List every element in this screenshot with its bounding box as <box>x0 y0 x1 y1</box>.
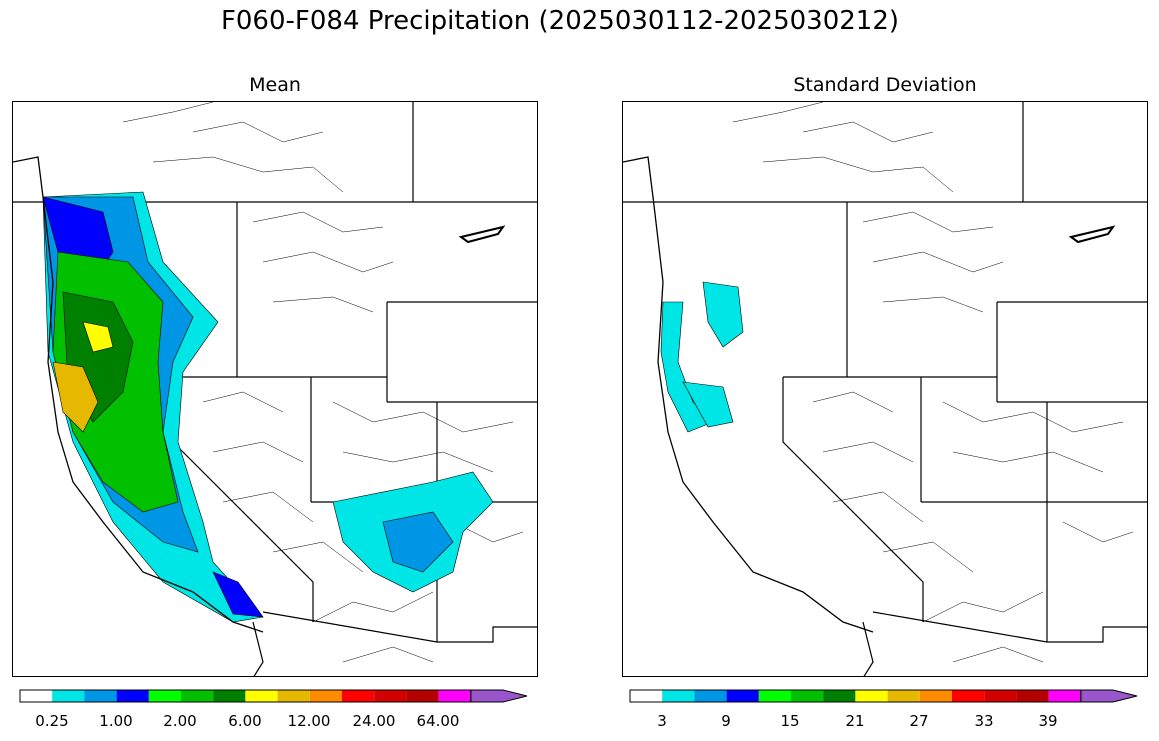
mean-tick-label: 0.25 <box>35 712 69 730</box>
colorbar-segment <box>342 690 375 702</box>
colorbar-segment <box>438 690 471 702</box>
colorbar-segment <box>984 690 1017 702</box>
colorbar-segment <box>1048 690 1081 702</box>
colorbar-segment <box>213 690 246 702</box>
colorbar-segment <box>245 690 278 702</box>
mean-map <box>12 101 538 677</box>
state-boundaries <box>623 102 1147 676</box>
mean-tick-label: 24.00 <box>352 712 396 730</box>
mean-tick-label: 64.00 <box>416 712 460 730</box>
colorbar-segment <box>726 690 759 702</box>
colorbar-segment <box>84 690 117 702</box>
mean-precip-blue-east <box>382 511 454 573</box>
std-tick-label: 27 <box>909 712 929 730</box>
std-panel-title: Standard Deviation <box>793 74 977 96</box>
std-map <box>622 101 1148 677</box>
mean-precip-yellow <box>82 321 114 353</box>
colorbar-segment <box>855 690 888 702</box>
colorbar-segment <box>823 690 856 702</box>
std-precip-cyan-mid <box>682 381 734 428</box>
mean-precip-gold <box>52 361 99 433</box>
mean-precip-deep-blue-south <box>212 571 264 618</box>
std-tick-label: 3 <box>657 712 667 730</box>
figure-title: F060-F084 Precipitation (2025030112-2025… <box>220 6 900 36</box>
colorbar-segment <box>791 690 824 702</box>
std-tick-label: 15 <box>780 712 800 730</box>
mean-tick-label: 12.00 <box>287 712 331 730</box>
std-tick-label: 33 <box>974 712 994 730</box>
colorbar-segment <box>277 690 310 702</box>
std-tick-label: 9 <box>721 712 731 730</box>
colorbar-segment <box>758 690 791 702</box>
colorbar-segment <box>919 690 952 702</box>
colorbar-segment <box>181 690 214 702</box>
colorbar-outline <box>19 689 472 703</box>
colorbar-segment <box>952 690 985 702</box>
std-colorbar <box>629 689 1140 704</box>
colorbar-segment <box>52 690 85 702</box>
colorbar-segment <box>406 690 439 702</box>
mean-tick-label: 1.00 <box>99 712 133 730</box>
colorbar-extend-arrow <box>470 689 528 703</box>
colorbar-extend-arrow <box>1080 689 1138 703</box>
mean-tick-label: 6.00 <box>228 712 262 730</box>
colorbar-outline <box>629 689 1082 703</box>
std-tick-label: 39 <box>1038 712 1058 730</box>
colorbar-segment <box>374 690 407 702</box>
colorbar-segment <box>662 690 695 702</box>
colorbar-segment <box>887 690 920 702</box>
colorbar-segment <box>148 690 181 702</box>
mean-tick-label: 2.00 <box>163 712 197 730</box>
std-tick-label: 21 <box>845 712 865 730</box>
colorbar-segment <box>630 690 663 702</box>
mean-panel-title: Mean <box>249 74 301 96</box>
colorbar-segment <box>694 690 727 702</box>
colorbar-segment <box>1016 690 1049 702</box>
colorbar-segment <box>20 690 53 702</box>
colorbar-segment <box>116 690 149 702</box>
mean-colorbar <box>19 689 530 704</box>
colorbar-segment <box>309 690 342 702</box>
std-precip-cyan-north <box>702 281 744 348</box>
